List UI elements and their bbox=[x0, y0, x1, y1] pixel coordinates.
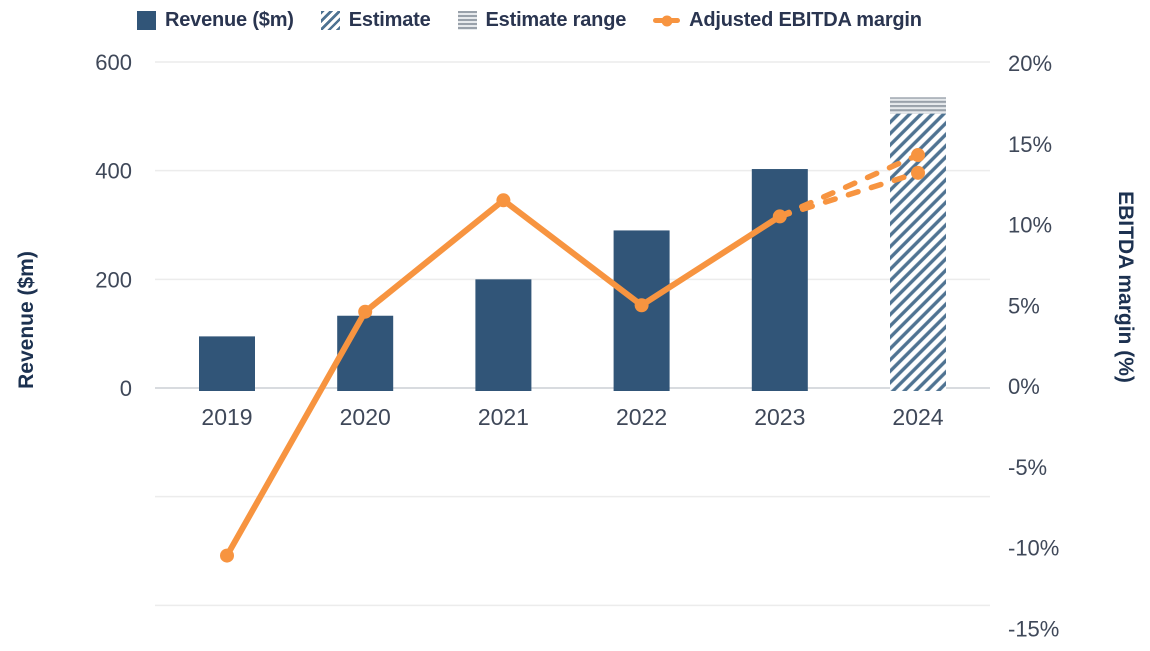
right-axis-tick: -5% bbox=[1008, 455, 1047, 480]
x-tick-2021: 2021 bbox=[478, 404, 529, 430]
legend: Revenue ($m) Estimate Estimate range Adj… bbox=[137, 9, 922, 32]
bar-2020 bbox=[337, 315, 394, 391]
legend-item-estimate-range: Estimate range bbox=[457, 9, 627, 32]
legend-label-ebitda-margin: Adjusted EBITDA margin bbox=[689, 9, 922, 31]
line-marker bbox=[911, 165, 925, 180]
left-axis-tick: 400 bbox=[95, 159, 132, 184]
legend-label-estimate-range: Estimate range bbox=[485, 9, 627, 31]
legend-item-estimate: Estimate bbox=[320, 9, 431, 32]
line-marker bbox=[220, 548, 234, 563]
right-axis-tick: 20% bbox=[1008, 51, 1052, 76]
right-axis-tick: 5% bbox=[1008, 293, 1040, 318]
bar-2021 bbox=[475, 279, 532, 391]
margin-line-swatch-icon bbox=[653, 15, 681, 26]
revenue-swatch-icon bbox=[137, 11, 156, 30]
right-axis-tick: -15% bbox=[1008, 616, 1059, 641]
line-marker bbox=[911, 148, 925, 163]
estimate-hatch-swatch-icon bbox=[320, 11, 340, 30]
forecast-dashed-high bbox=[777, 152, 921, 220]
line-marker bbox=[772, 209, 787, 224]
legend-label-revenue: Revenue ($m) bbox=[165, 9, 294, 31]
legend-item-revenue: Revenue ($m) bbox=[137, 9, 294, 32]
estimate-range-swatch-icon bbox=[457, 11, 477, 30]
legend-item-ebitda-margin: Adjusted EBITDA margin bbox=[653, 9, 922, 32]
estimate-range-band bbox=[890, 97, 946, 114]
legend-label-estimate: Estimate bbox=[348, 9, 431, 31]
right-axis-tick: 15% bbox=[1008, 132, 1052, 157]
forecast-dashed-low bbox=[777, 170, 921, 220]
line-marker bbox=[634, 298, 649, 313]
right-axis-tick: 10% bbox=[1008, 213, 1052, 238]
margin-dot-icon bbox=[661, 15, 673, 26]
line-marker bbox=[358, 304, 373, 319]
x-tick-2019: 2019 bbox=[201, 404, 252, 430]
bar-2019 bbox=[199, 336, 255, 391]
left-axis-tick: 0 bbox=[120, 376, 132, 401]
line-marker bbox=[496, 193, 511, 208]
x-tick-2023: 2023 bbox=[754, 404, 805, 430]
left-axis-tick: 600 bbox=[95, 50, 132, 75]
x-tick-2022: 2022 bbox=[616, 404, 667, 430]
right-axis-tick: 0% bbox=[1008, 374, 1040, 399]
x-tick-2020: 2020 bbox=[340, 404, 391, 430]
right-axis-tick: -10% bbox=[1008, 536, 1059, 561]
left-axis-tick: 200 bbox=[95, 267, 132, 292]
bar-2023 bbox=[751, 169, 808, 391]
x-tick-2024: 2024 bbox=[892, 404, 943, 430]
